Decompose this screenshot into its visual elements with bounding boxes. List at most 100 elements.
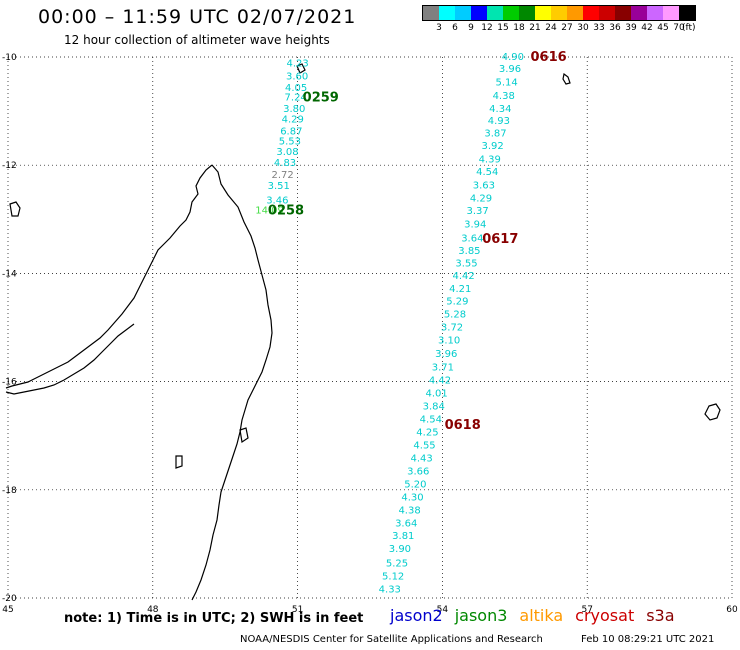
swh-reading-cryosat-14: 3.64 — [461, 234, 483, 245]
mission-label-cryosat: cryosat — [575, 606, 635, 625]
swh-reading-jason3-7: 5.53 — [279, 136, 301, 147]
color-swatch-12 — [615, 6, 631, 20]
lon-tick-label-1: 48 — [147, 605, 159, 615]
axis-ticks: 45 48 51 54 57 60 -10 -12 -14 -16 -18 -20 — [2, 53, 738, 615]
swh-reading-cryosat-31: 4.43 — [411, 453, 433, 464]
coastline — [5, 63, 721, 601]
color-scale-label-3: 12 — [481, 23, 493, 33]
small-island-1 — [562, 72, 571, 85]
reunion-island — [704, 403, 721, 421]
swh-reading-cryosat-4: 4.34 — [489, 104, 511, 115]
swh-reading-cryosat-32: 3.66 — [407, 466, 429, 477]
swh-reading-cryosat-34: 4.30 — [401, 492, 423, 503]
swh-reading-jason3-11: 3.51 — [268, 181, 290, 192]
swh-reading-cryosat-6: 3.87 — [484, 129, 506, 140]
color-swatch-13 — [631, 6, 647, 20]
lat-tick-label-2: -14 — [2, 269, 17, 279]
lon-tick-label-4: 57 — [581, 605, 592, 615]
swh-reading-cryosat-19: 5.29 — [446, 296, 468, 307]
page-title: 00:00 – 11:59 UTC 02/07/2021 — [38, 6, 357, 28]
color-swatch-16 — [679, 6, 695, 20]
swh-reading-jason3-5: 4.29 — [282, 115, 304, 126]
swh-reading-cryosat-13: 3.94 — [464, 220, 486, 231]
swh-reading-cryosat-26: 4.01 — [425, 388, 447, 399]
swh-reading-jason3-4: 3.80 — [283, 104, 305, 115]
mission-label-altika: altika — [519, 606, 564, 625]
small-island-5 — [296, 63, 306, 74]
mission-label-jason3: jason3 — [454, 606, 508, 625]
color-scale-label-14: 45 — [657, 23, 669, 33]
color-scale-label-0: 3 — [436, 23, 442, 33]
small-island-2 — [9, 201, 21, 217]
color-swatch-0 — [423, 6, 439, 20]
swh-reading-cryosat-30: 4.55 — [413, 440, 435, 451]
lon-tick-label-2: 51 — [292, 605, 303, 615]
color-swatch-10 — [583, 6, 599, 20]
pass-label-2: 0616 — [530, 50, 566, 65]
swh-reading-cryosat-22: 3.10 — [438, 335, 460, 346]
swh-reading-cryosat-2: 5.14 — [495, 77, 517, 88]
color-swatch-15 — [663, 6, 679, 20]
swh-reading-jason3-6: 6.87 — [280, 127, 302, 138]
pass-labels: 0259 0258 0616 0617 0618 — [268, 50, 567, 433]
color-scale-label-11: 36 — [609, 23, 621, 33]
color-scale-label-7: 24 — [545, 23, 557, 33]
swh-reading-cryosat-24: 3.71 — [432, 362, 454, 373]
swh-reading-cryosat-0: 4.90 — [502, 52, 524, 63]
small-island-3 — [175, 455, 183, 469]
swh-reading-jason3-1: 3.60 — [286, 71, 308, 82]
lat-tick-label-3: -16 — [2, 378, 17, 388]
lon-tick-label-5: 60 — [726, 605, 738, 615]
swh-reading-cryosat-23: 3.96 — [435, 349, 457, 360]
color-scale-label-12: 39 — [625, 23, 637, 33]
swh-reading-cryosat-39: 5.25 — [386, 558, 408, 569]
swh-reading-cryosat-17: 4.42 — [453, 271, 475, 282]
color-scale-label-5: 18 — [513, 23, 525, 33]
footer-credit: NOAA/NESDIS Center for Satellite Applica… — [240, 634, 543, 645]
swh-reading-cryosat-3: 4.38 — [493, 91, 515, 102]
lon-tick-label-3: 54 — [437, 605, 449, 615]
map-grid — [7, 56, 733, 599]
swh-reading-cryosat-41: 4.33 — [379, 584, 401, 595]
swh-reading-cryosat-20: 5.28 — [444, 309, 466, 320]
color-scale-label-8: 27 — [561, 23, 573, 33]
lon-tick-label-0: 45 — [2, 605, 13, 615]
color-swatch-8 — [551, 6, 567, 20]
color-swatch-3 — [471, 6, 487, 20]
color-scale-label-4: 15 — [497, 23, 509, 33]
color-scale-label-10: 33 — [593, 23, 605, 33]
lat-tick-label-4: -18 — [2, 486, 17, 496]
color-scale-label-6: 21 — [529, 23, 541, 33]
swh-reading-cryosat-29: 4.25 — [416, 427, 438, 438]
pass-label-1: 0258 — [268, 204, 304, 219]
color-scale-legend: 3 6 9 12 15 18 21 24 27 30 33 36 39 42 45 70 (ft) — [422, 5, 696, 35]
swh-reading-cryosat-5: 4.93 — [488, 116, 510, 127]
color-scale-labels: 3 6 9 12 15 18 21 24 27 30 33 36 39 42 45 70 (ft) — [422, 21, 696, 35]
swh-reading-jason3-12: 3.46 — [266, 195, 288, 206]
swh-reading-cryosat-9: 4.54 — [476, 167, 498, 178]
swh-readings: 4.233.604.057.243.804.296.875.533.084.83… — [255, 52, 524, 595]
madagascar-coastline — [191, 164, 273, 601]
color-swatch-4 — [487, 6, 503, 20]
mission-label-jason2: jason2 — [390, 606, 443, 625]
color-swatch-6 — [519, 6, 535, 20]
color-scale-label-2: 9 — [468, 23, 474, 33]
color-scale-unit: (ft) — [682, 23, 696, 33]
color-scale-label-13: 42 — [641, 23, 653, 33]
swh-reading-jason3-10: 2.72 — [272, 170, 294, 181]
lat-tick-label-5: -20 — [2, 594, 17, 604]
swh-reading-cryosat-18: 4.21 — [449, 284, 471, 295]
swh-reading-cryosat-27: 3.84 — [423, 401, 445, 412]
color-swatch-11 — [599, 6, 615, 20]
pass-label-3: 0617 — [482, 232, 518, 247]
color-scale-bar — [422, 5, 696, 21]
swh-reading-cryosat-38: 3.90 — [389, 544, 411, 555]
pass-label-0: 0259 — [303, 90, 339, 105]
swh-reading-cryosat-21: 3.72 — [441, 322, 463, 333]
color-swatch-2 — [455, 6, 471, 20]
page-subtitle: 12 hour collection of altimeter wave hei… — [64, 33, 330, 47]
swh-reading-jason3-9: 4.83 — [274, 158, 296, 169]
small-island-4 — [239, 427, 249, 444]
swh-reading-cryosat-36: 3.64 — [395, 518, 417, 529]
